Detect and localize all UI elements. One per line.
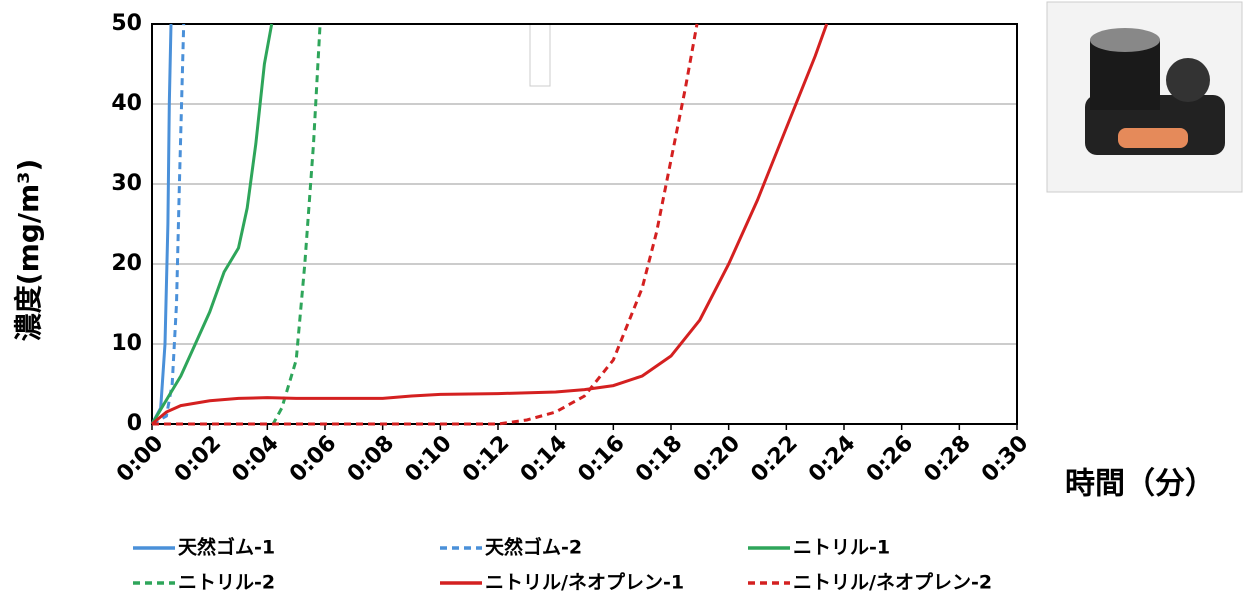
legend-label: ニトリル/ネオプレン-2 — [793, 571, 992, 594]
x-tick-label: 0:10 — [400, 431, 456, 487]
y-tick-label: 0 — [127, 411, 142, 436]
series-line — [152, 24, 827, 424]
x-axis-label: 時間（分） — [1065, 467, 1215, 502]
x-tick-label: 0:22 — [746, 431, 802, 487]
y-tick-label: 50 — [111, 11, 142, 36]
chart: 濃度(mg/m³) 時間（分） 010203040500:000:020:040… — [0, 0, 1244, 601]
legend-label: 天然ゴム-1 — [178, 536, 275, 559]
plot-frame — [152, 24, 1017, 424]
y-axis-label: 濃度(mg/m³) — [12, 159, 45, 341]
x-tick-label: 0:08 — [343, 431, 399, 487]
y-tick-label: 20 — [111, 251, 142, 276]
photo-valve — [1166, 58, 1210, 102]
x-tick-label: 0:24 — [804, 431, 860, 487]
x-tick-label: 0:06 — [285, 431, 341, 487]
x-tick-label: 0:30 — [977, 431, 1033, 487]
y-tick-label: 30 — [111, 171, 142, 196]
legend-label: 天然ゴム-2 — [485, 536, 582, 559]
x-tick-label: 0:00 — [112, 431, 168, 487]
x-tick-label: 0:18 — [631, 431, 687, 487]
x-tick-label: 0:04 — [227, 431, 283, 487]
x-tick-label: 0:16 — [573, 431, 629, 487]
x-tick-label: 0:02 — [170, 431, 226, 487]
x-tick-label: 0:20 — [689, 431, 745, 487]
x-tick-label: 0:26 — [862, 431, 918, 487]
x-tick-label: 0:14 — [516, 431, 572, 487]
y-tick-label: 10 — [111, 331, 142, 356]
legend-label: ニトリル-2 — [178, 572, 275, 594]
legend-label: ニトリル/ネオプレン-1 — [485, 571, 684, 594]
legend-label: ニトリル-1 — [793, 537, 890, 559]
series-line — [152, 24, 171, 424]
series-line — [152, 24, 697, 424]
marker-box — [530, 24, 550, 86]
y-tick-label: 40 — [111, 91, 142, 116]
x-tick-label: 0:12 — [458, 431, 514, 487]
x-tick-label: 0:28 — [919, 431, 975, 487]
photo-opening — [1090, 28, 1160, 52]
photo-window — [1118, 128, 1188, 148]
